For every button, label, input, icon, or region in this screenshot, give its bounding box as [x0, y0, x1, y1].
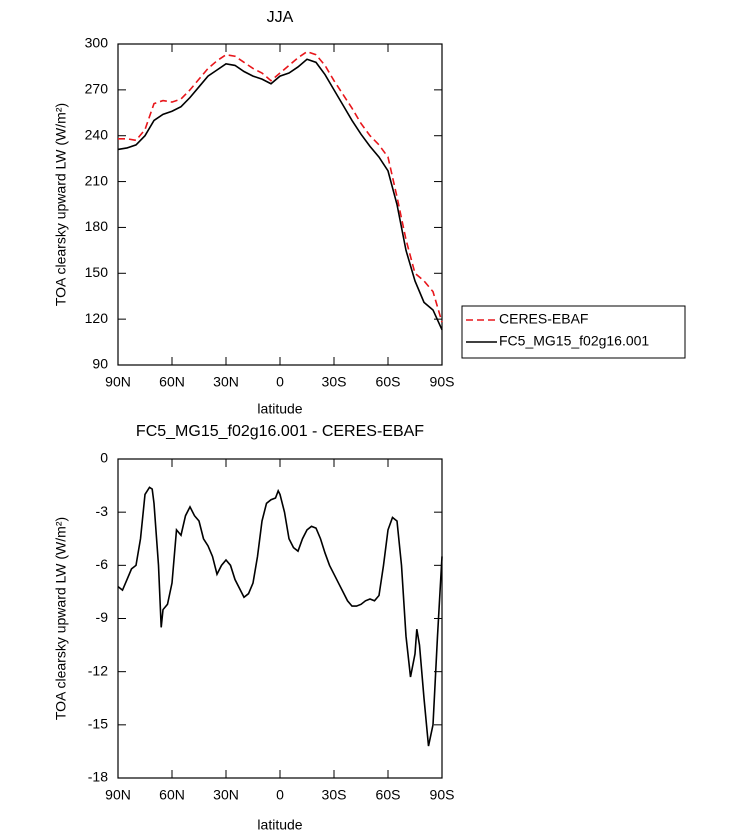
y-tick-label: 240	[85, 126, 109, 142]
plot-frame	[117, 43, 443, 366]
chart-title: FC5_MG15_f02g16.001 - CERES-EBAF	[136, 423, 424, 440]
data-line	[117, 486, 443, 747]
y-tick-label: 270	[85, 81, 109, 97]
x-tick-label: 0	[276, 787, 284, 803]
y-tick-label: -3	[96, 503, 109, 519]
x-axis-label: latitude	[257, 401, 302, 417]
x-tick-label: 30N	[213, 374, 239, 390]
legend-label: FC5_MG15_f02g16.001	[499, 333, 649, 349]
data-line	[118, 50, 443, 323]
y-tick-label: -6	[96, 556, 109, 572]
x-tick-label: 30N	[213, 787, 239, 803]
y-tick-label: -12	[88, 662, 108, 678]
data-line	[117, 58, 443, 331]
y-tick-label: -18	[88, 769, 108, 785]
y-tick-label: 0	[100, 450, 108, 466]
y-axis-label: TOA clearsky upward LW (W/m²)	[53, 103, 69, 306]
x-tick-label: 90N	[105, 787, 131, 803]
x-tick-label: 90N	[105, 374, 131, 390]
chart-title: JJA	[267, 9, 294, 26]
y-tick-label: 180	[85, 218, 109, 234]
y-tick-label: 90	[92, 356, 108, 372]
y-tick-label: 300	[85, 35, 109, 51]
y-tick-label: 210	[85, 172, 109, 188]
x-tick-label: 60S	[376, 374, 401, 390]
x-tick-label: 60N	[159, 787, 185, 803]
y-tick-label: 120	[85, 310, 109, 326]
x-axis-label: latitude	[257, 817, 302, 833]
x-tick-label: 60S	[376, 787, 401, 803]
y-tick-label: -9	[96, 609, 109, 625]
x-tick-label: 60N	[159, 374, 185, 390]
plot-frame	[117, 458, 443, 779]
legend-label: CERES-EBAF	[499, 311, 588, 327]
legend-box	[461, 305, 686, 359]
x-tick-label: 30S	[322, 787, 347, 803]
x-tick-label: 90S	[430, 374, 455, 390]
y-tick-label: -15	[88, 716, 108, 732]
y-tick-label: 150	[85, 264, 109, 280]
x-tick-label: 30S	[322, 374, 347, 390]
y-axis-label: TOA clearsky upward LW (W/m²)	[53, 517, 69, 720]
x-tick-label: 0	[276, 374, 284, 390]
x-tick-label: 90S	[430, 787, 455, 803]
